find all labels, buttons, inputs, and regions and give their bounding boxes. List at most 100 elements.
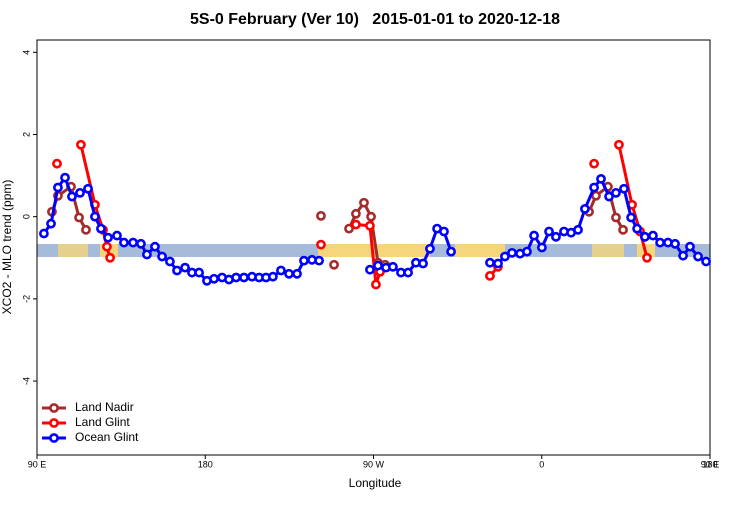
point [611, 187, 621, 198]
point [701, 256, 711, 267]
point [268, 271, 278, 282]
x-axis-label: Longitude [349, 476, 402, 490]
point [366, 211, 376, 222]
point [150, 241, 160, 252]
land-patch [592, 244, 624, 257]
point [314, 255, 324, 266]
point [365, 264, 375, 275]
legend-label: Land Nadir [75, 400, 134, 414]
point [39, 228, 49, 239]
point [611, 212, 621, 223]
point [618, 224, 628, 235]
legend-symbol [49, 403, 59, 413]
point [52, 158, 62, 169]
point [693, 251, 703, 262]
y-axis-label: XCO2 - MLO trend (ppm) [0, 180, 14, 315]
point [529, 230, 539, 241]
point [640, 231, 650, 242]
point [194, 267, 204, 278]
x-tick-label: 180 [198, 459, 213, 469]
y-tick-label: -2 [21, 295, 31, 303]
point [573, 224, 583, 235]
legend-label: Ocean Glint [75, 430, 139, 444]
point [231, 272, 241, 283]
point [493, 258, 503, 269]
point [157, 251, 167, 262]
legend-symbol [49, 418, 59, 428]
point [670, 238, 680, 249]
point [136, 238, 146, 249]
point [75, 187, 85, 198]
series [39, 172, 711, 286]
point [446, 246, 456, 257]
point [589, 182, 599, 193]
point [485, 270, 495, 281]
point [685, 241, 695, 252]
chart-title: 5S-0 February (Ver 10) 2015-01-01 to 202… [190, 11, 560, 28]
point [53, 182, 63, 193]
point [81, 224, 91, 235]
point [678, 250, 688, 261]
point [329, 259, 339, 270]
point [103, 232, 113, 243]
x-tick-label: 90 E [28, 459, 47, 469]
point [316, 239, 326, 250]
point [537, 242, 547, 253]
point [172, 265, 182, 276]
point [655, 237, 665, 248]
point [90, 211, 100, 222]
y-tick-label: 2 [21, 132, 31, 137]
point [365, 220, 375, 231]
point [500, 251, 510, 262]
point [632, 223, 642, 234]
land-patch [455, 244, 505, 257]
point [299, 255, 309, 266]
point [165, 256, 175, 267]
point [46, 218, 56, 229]
point [551, 231, 561, 242]
point [112, 230, 122, 241]
point [83, 183, 93, 194]
point [648, 230, 658, 241]
land-patch [318, 244, 430, 257]
point [209, 273, 219, 284]
y-tick-label: 4 [21, 50, 31, 55]
point [589, 158, 599, 169]
point [105, 252, 115, 263]
point [76, 139, 86, 150]
point [292, 268, 302, 279]
x-tick-label: 180 [702, 459, 717, 469]
point [67, 191, 77, 202]
point [142, 249, 152, 260]
point [642, 252, 652, 263]
point [596, 173, 606, 184]
point [485, 257, 495, 268]
point [373, 260, 383, 271]
point [522, 246, 532, 257]
point [96, 223, 106, 234]
point [580, 203, 590, 214]
point [626, 212, 637, 223]
point [619, 183, 629, 194]
y-tick-label: -4 [21, 377, 31, 385]
point [591, 190, 601, 201]
point [74, 212, 84, 223]
point [425, 243, 435, 254]
point [276, 265, 286, 276]
point [614, 139, 624, 150]
x-tick-label: 0 [539, 459, 544, 469]
point [371, 279, 381, 290]
point [439, 226, 449, 237]
point [359, 197, 369, 208]
legend-symbol [49, 433, 59, 443]
point [316, 210, 326, 221]
y-tick-label: 0 [21, 214, 31, 219]
point [102, 241, 112, 252]
legend-label: Land Glint [75, 415, 130, 429]
point [507, 247, 517, 258]
point [351, 219, 361, 230]
point [284, 268, 294, 279]
point [544, 226, 554, 237]
